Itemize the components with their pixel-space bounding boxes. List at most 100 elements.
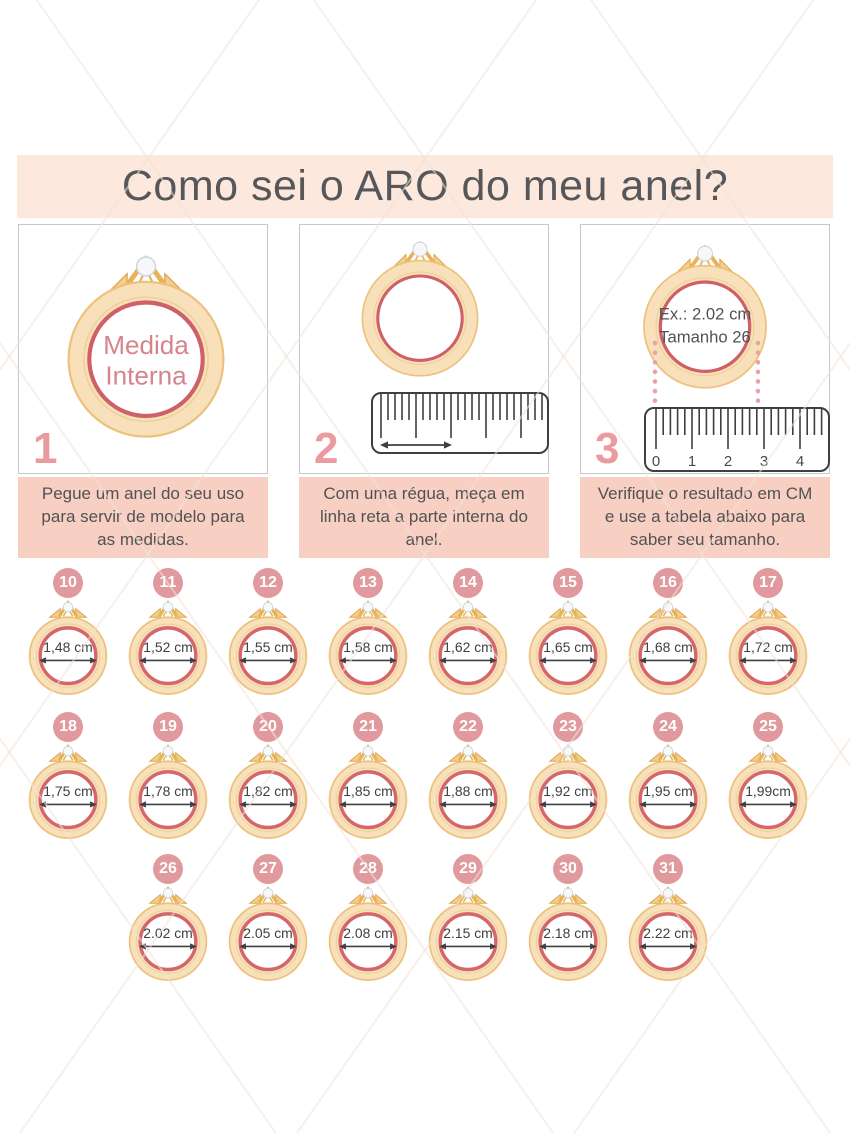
ring-inner-measure: 2.05 cm: [243, 925, 292, 941]
ring-inner-measure: 2.02 cm: [143, 925, 192, 941]
inner-diameter-circle: [438, 626, 498, 686]
ring-illustration: 1,55 cm: [228, 600, 308, 695]
inner-diameter-circle: [38, 626, 98, 686]
ring-size-cell: 28 2.08 cm: [318, 854, 418, 982]
inner-diameter-circle: [538, 626, 598, 686]
ring-size-number: 31: [659, 860, 677, 877]
ring-illustration-example: Ex.: 2.02 cm Tamanho 26: [642, 244, 768, 390]
step-panel-2: 2: [299, 224, 549, 474]
ring-size-badge: 26: [153, 854, 183, 884]
ring-size-badge: 28: [353, 854, 383, 884]
ring-size-number: 14: [459, 574, 477, 591]
step-caption-1: Pegue um anel do seu uso para servir de …: [18, 477, 268, 558]
ring-size-badge: 18: [53, 712, 83, 742]
ring-size-badge: 17: [753, 568, 783, 598]
ring-illustration: 1,52 cm: [128, 600, 208, 695]
ring-inner-measure: 1,65 cm: [543, 639, 592, 655]
diamond-icon: [762, 601, 774, 613]
ring-size-number: 21: [359, 718, 377, 735]
ring-size-number: 19: [159, 718, 177, 735]
ring-size-number: 23: [559, 718, 577, 735]
ring-size-number: 10: [59, 574, 77, 591]
ring-size-row-2: 18 1,75 cm 19: [18, 712, 818, 840]
ring-size-badge: 31: [653, 854, 683, 884]
steps-row: Medida Interna 1 2 Ex.: 2.02 cm Taman: [18, 224, 830, 474]
ring-size-badge: 24: [653, 712, 683, 742]
ring-illustration: 1,68 cm: [628, 600, 708, 695]
ring-inner-measure: 1,99cm: [745, 783, 791, 799]
ring-illustration: 1,92 cm: [528, 744, 608, 839]
ring-size-cell: 16 1,68 cm: [618, 568, 718, 696]
inner-diameter-circle: [738, 626, 798, 686]
ring-inner-measure: 1,78 cm: [143, 783, 192, 799]
ring-size-cell: 21 1,85 cm: [318, 712, 418, 840]
ring-size-cell: 15 1,65 cm: [518, 568, 618, 696]
ring-size-cell: 22 1,88 cm: [418, 712, 518, 840]
diamond-icon: [362, 601, 374, 613]
ring-size-number: 26: [159, 860, 177, 877]
inner-diameter-circle: [638, 770, 698, 830]
diamond-icon: [562, 745, 574, 757]
ring-size-cell: 29 2.15 cm: [418, 854, 518, 982]
ring-inner-measure: 1,75 cm: [43, 783, 92, 799]
ring-size-cell: 24 1,95 cm: [618, 712, 718, 840]
ring-illustration: 1,95 cm: [628, 744, 708, 839]
ring-size-badge: 11: [153, 568, 183, 598]
ring-size-number: 15: [559, 574, 577, 591]
ring-illustration: 2.22 cm: [628, 886, 708, 981]
ruler-with-numbers-icon: 0 1 2 3 4: [644, 407, 830, 472]
step-caption-2-text: Com uma régua, meça em linha reta a part…: [320, 484, 528, 549]
ring-inner-measure: 1,48 cm: [43, 639, 92, 655]
inner-diameter-circle: [438, 912, 498, 972]
ring-size-cell: 26 2.02 cm: [118, 854, 218, 982]
ring-inner-measure: 1,92 cm: [543, 783, 592, 799]
diamond-icon: [662, 745, 674, 757]
ring-label-line1: Medida: [103, 330, 189, 360]
ring-size-number: 12: [259, 574, 277, 591]
ring-size-number: 16: [659, 574, 677, 591]
ring-size-cell: 12 1,55 cm: [218, 568, 318, 696]
ring-label-line2: Interna: [105, 360, 187, 390]
ring-size-badge: 13: [353, 568, 383, 598]
ring-size-cell: 31 2.22 cm: [618, 854, 718, 982]
inner-diameter-circle: [238, 626, 298, 686]
ruler-number-4: 4: [796, 453, 804, 470]
ruler-icon: [371, 392, 549, 454]
title-banner: Como sei o ARO do meu anel?: [17, 155, 833, 218]
ring-size-number: 20: [259, 718, 277, 735]
ring-illustration-step2: [360, 240, 480, 378]
ring-illustration: 2.05 cm: [228, 886, 308, 981]
ring-size-number: 17: [759, 574, 777, 591]
diamond-icon: [662, 601, 674, 613]
inner-diameter-circle: [338, 912, 398, 972]
ring-size-cell: 17 1,72 cm: [718, 568, 818, 696]
step-panel-1: Medida Interna 1: [18, 224, 268, 474]
diamond-icon: [162, 887, 174, 899]
inner-diameter-circle: [638, 912, 698, 972]
ring-size-badge: 22: [453, 712, 483, 742]
ring-illustration: 1,78 cm: [128, 744, 208, 839]
ring-size-badge: 25: [753, 712, 783, 742]
ring-illustration: 2.15 cm: [428, 886, 508, 981]
diamond-icon: [462, 887, 474, 899]
ring-illustration-medida-interna: Medida Interna: [56, 253, 236, 442]
ring-size-badge: 14: [453, 568, 483, 598]
ring-size-row-3: 26 2.02 cm 27: [118, 854, 718, 982]
ring-size-number: 22: [459, 718, 477, 735]
diamond-icon: [462, 601, 474, 613]
ring-size-cell: 19 1,78 cm: [118, 712, 218, 840]
ring-inner-measure: 1,95 cm: [643, 783, 692, 799]
ring-illustration: 1,99cm: [728, 744, 808, 839]
diamond-icon: [162, 601, 174, 613]
ring-size-badge: 16: [653, 568, 683, 598]
ring-size-cell: 30 2.18 cm: [518, 854, 618, 982]
step-caption-1-text: Pegue um anel do seu uso para servir de …: [41, 484, 245, 549]
ring-inner-measure: 1,85 cm: [343, 783, 392, 799]
ring-size-badge: 15: [553, 568, 583, 598]
ring-size-cell: 18 1,75 cm: [18, 712, 118, 840]
ring-size-badge: 29: [453, 854, 483, 884]
ring-inner-measure: 1,68 cm: [643, 639, 692, 655]
step-number-2: 2: [314, 424, 339, 473]
ring-size-badge: 21: [353, 712, 383, 742]
